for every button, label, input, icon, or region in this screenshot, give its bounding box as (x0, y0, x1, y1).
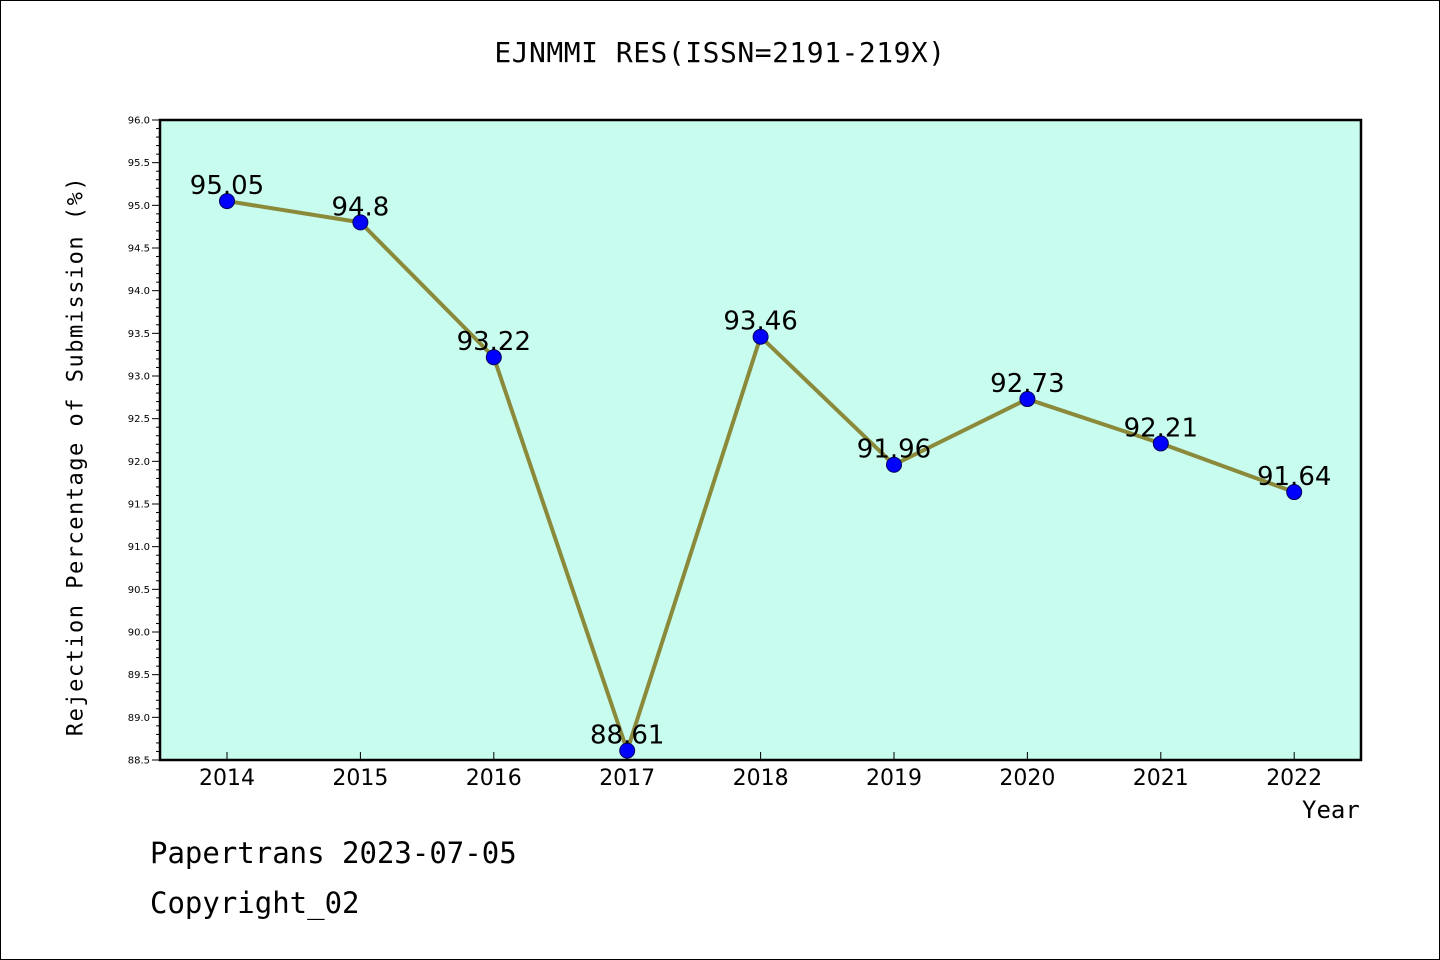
y-tick-label: 92.0 (128, 457, 150, 468)
data-labels: 95.05 94.8 93.22 88.61 93.46 91.96 92.73 92.21 9… (190, 171, 1332, 751)
y-tick-label: 91.0 (128, 542, 150, 553)
data-point (352, 214, 369, 231)
y-tick-label: 91.5 (128, 500, 150, 511)
y-tick-label: 89.5 (128, 670, 150, 681)
x-axis-label: Year (1302, 796, 1360, 824)
chart-title: EJNMMI RES(ISSN=2191-219X) (494, 36, 946, 69)
y-tick-label: 89.0 (128, 713, 150, 724)
y-tick-label: 96.0 (128, 116, 150, 127)
plot-border (158, 118, 1363, 762)
x-tick-label: 2017 (599, 766, 655, 791)
data-label: 95.05 (190, 171, 264, 201)
x-tick-label: 2018 (733, 766, 789, 791)
y-tick-label: 94.5 (128, 244, 150, 255)
data-label: 92.73 (990, 369, 1064, 399)
y-tick-label: 95.5 (128, 158, 150, 169)
data-point (619, 742, 636, 759)
data-label: 93.22 (457, 327, 531, 357)
data-label: 93.46 (723, 307, 797, 337)
y-tick-label: 90.5 (128, 585, 150, 596)
x-tick-label: 2014 (199, 766, 255, 791)
footer-copyright: Copyright_02 (150, 886, 360, 920)
data-label: 91.96 (857, 435, 931, 465)
data-label: 88.61 (590, 721, 664, 751)
y-tick-label: 93.5 (128, 329, 150, 340)
data-point (219, 193, 235, 210)
y-tick-label: 88.5 (128, 756, 150, 767)
data-point (886, 456, 902, 473)
x-axis-ticks: 2014 2015 2016 2017 2018 2019 2020 2021 2022 (199, 752, 1322, 791)
y-axis-ticks: 88.5 89.0 89.5 90.0 90.5 91.0 91.5 92.0 92.5 93.0… (128, 116, 160, 767)
x-tick-label: 2015 (332, 766, 388, 791)
y-tick-label: 90.0 (128, 628, 150, 639)
data-point (752, 328, 769, 345)
y-tick-label: 92.5 (128, 414, 150, 425)
data-point (1152, 435, 1169, 452)
x-tick-label: 2019 (866, 766, 922, 791)
y-tick-label: 95.0 (128, 201, 150, 212)
x-tick-label: 2020 (999, 766, 1055, 791)
y-tick-label: 93.0 (128, 372, 150, 383)
series-markers (219, 193, 1303, 759)
data-label: 94.8 (331, 192, 389, 222)
data-point (1286, 484, 1303, 501)
data-label: 91.64 (1257, 462, 1331, 492)
data-point (1019, 391, 1036, 408)
y-tick-label: 94.0 (128, 286, 150, 297)
footer-date: Papertrans 2023-07-05 (150, 836, 517, 870)
x-tick-label: 2022 (1266, 766, 1322, 791)
x-tick-label: 2021 (1133, 766, 1189, 791)
data-point (485, 349, 502, 366)
data-label: 92.21 (1124, 413, 1198, 443)
x-tick-label: 2016 (466, 766, 522, 791)
